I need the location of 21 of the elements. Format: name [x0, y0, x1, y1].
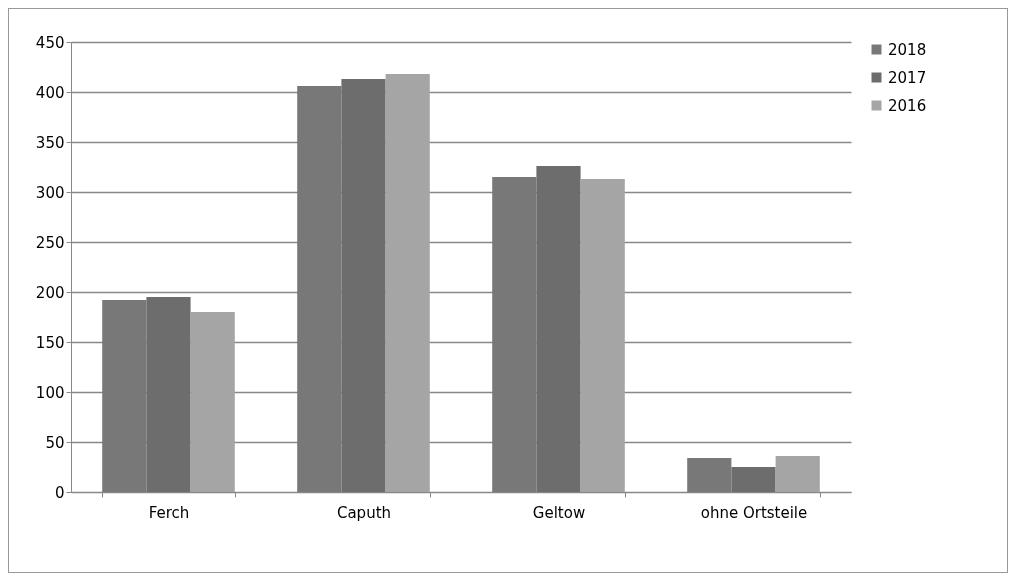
- x-tick-label: ohne Ortsteile: [700, 503, 808, 522]
- x-tick-label: Caputh: [336, 503, 392, 522]
- x-tick-label: Ferch: [148, 503, 190, 522]
- y-tick-label: 150: [35, 333, 65, 352]
- bar: [190, 312, 235, 492]
- y-tick-label: 100: [35, 383, 65, 402]
- y-tick-label: 250: [35, 233, 65, 252]
- y-tick-label: 350: [35, 133, 65, 152]
- y-tick-label: 0: [54, 483, 65, 502]
- y-tick-label: 200: [35, 283, 65, 302]
- legend-label: 2017: [888, 68, 927, 87]
- legend-label: 2018: [888, 40, 927, 59]
- legend-label: 2016: [888, 96, 927, 115]
- y-tick-label: 50: [45, 433, 65, 452]
- x-tick-label: Geltow: [532, 503, 586, 522]
- y-tick-label: 450: [35, 33, 65, 52]
- y-tick-label: 400: [35, 83, 65, 102]
- bar: [580, 179, 625, 492]
- y-tick-label: 300: [35, 183, 65, 202]
- bar: [385, 74, 430, 492]
- bar: [775, 456, 820, 492]
